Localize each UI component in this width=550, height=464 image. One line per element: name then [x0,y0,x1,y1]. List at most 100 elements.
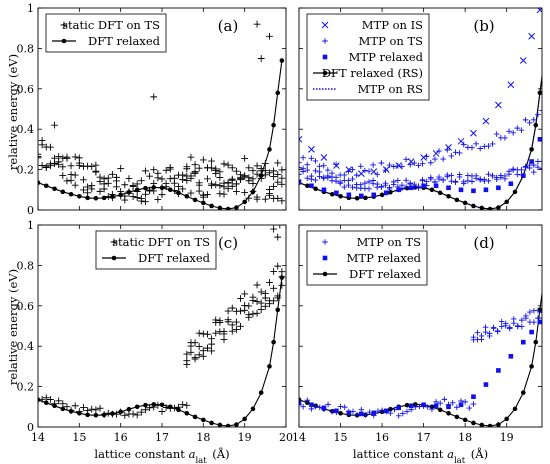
series-mtp-on-ts-point [482,324,489,331]
series-static-dft-on-ts-point [71,171,79,179]
legend-mtp-on-ts-text: MTP on TS [359,34,423,48]
series-static-dft-on-ts-point [104,179,112,187]
series-mtp-relaxed-point [359,193,364,199]
series-mtp-on-ts-point [485,178,492,184]
series-static-dft-on-ts-point [88,182,96,189]
series-dft-relaxed-rs--point [454,197,460,203]
series-static-dft-on-ts-point [224,307,232,315]
series-mtp-on-ts-point [530,169,537,175]
series-static-dft-on-ts-point [71,402,79,410]
series-mtp-on-ts-point [539,309,542,316]
series-dft-relaxed-point [496,422,501,427]
series-mtp-on-ts-point [341,404,348,410]
series-mtp-on-ts-point [454,404,460,411]
series-dft-relaxed-point [192,414,198,420]
legend-mtp-relaxed-text: MTP relaxed [349,50,424,64]
series-mtp-on-is-point [382,166,390,173]
series-static-dft-on-ts-point [67,162,75,170]
series-mtp-on-ts-point [527,309,533,315]
series-dft-relaxed-rs--point [533,122,539,128]
series-static-dft-on-ts-point [212,167,220,174]
series-mtp-on-ts-point [329,408,336,415]
series-static-dft-on-ts-point [245,194,253,202]
series-mtp-on-ts-point [506,128,512,135]
series-mtp-on-ts-point [518,127,525,133]
series-mtp-relaxed-point [521,339,526,345]
series-static-dft-on-ts-point [195,343,203,350]
series-static-dft-on-ts-point [233,188,240,195]
series-mtp-on-ts-point [522,163,529,170]
legend-mtp-on-rs-text: MTP on RS [358,82,423,96]
series-static-dft-on-ts-point [129,193,137,200]
series-mtp-on-is-point [407,158,415,165]
panel-label: (d) [473,234,494,252]
series-mtp-relaxed-point [521,173,526,178]
series-static-dft-on-ts-point [228,164,236,172]
series-mtp-on-ts-point [465,178,471,184]
series-mtp-on-is-point [299,135,303,143]
series-mtp-on-ts-point [390,163,397,170]
series-mtp-on-ts-point [452,178,459,185]
series-mtp-on-ts-point [424,404,431,410]
series-static-dft-on-ts-point [216,317,224,325]
series-static-dft-on-ts-point [195,187,203,195]
series-dft-relaxed-point [217,422,223,427]
series-dft-relaxed-point [271,122,276,128]
series-static-dft-on-ts-point [216,190,224,198]
x-axis-label-post: (Å) [209,447,230,461]
series-mtp-on-ts-point [473,173,479,179]
series-static-dft-on-ts-point [195,181,203,189]
series-dft-relaxed-point [471,420,476,426]
series-static-dft-on-ts-point [199,347,207,355]
series-dft-relaxed-point [43,400,49,406]
series-mtp-relaxed-point [299,179,302,185]
x-axis-label-sub: lat [454,456,466,464]
x-tick-label: 18 [196,431,210,444]
series-static-dft-on-ts-point [150,93,158,101]
series-dft-relaxed-point [52,186,57,192]
series-mtp-on-ts-point [427,159,434,166]
series-static-dft-on-ts-point [276,225,284,229]
series-static-dft-on-ts-point [191,355,199,363]
series-mtp-on-ts-point [386,162,393,168]
series-static-dft-on-ts-point [278,281,286,289]
series-static-dft-on-ts-point [241,189,249,196]
series-mtp-on-ts-point [357,163,364,170]
plot-area [299,276,542,427]
series-static-dft-on-ts-point [75,154,83,162]
series-mtp-on-ts-point [350,408,356,415]
series-static-dft-on-ts-point [224,179,232,187]
series-mtp-on-ts-point [535,164,541,171]
series-static-dft-on-ts-point [38,395,46,403]
series-static-dft-on-ts-point [249,187,257,195]
panel-0: 0 0.2 0.4 0.6 0.8 1 (a) static DFT on TS DFT rel… [17,2,287,217]
series-mtp-on-ts-point [437,400,444,406]
series-static-dft-on-ts-point [224,318,232,326]
series-dft-relaxed-line [38,277,283,427]
series-mtp-on-ts-point [535,111,541,118]
series-dft-relaxed-point [242,416,247,422]
series-mtp-on-ts-point [374,171,381,178]
series-static-dft-on-ts-point [270,297,277,305]
series-dft-relaxed-point [209,203,214,209]
y-tick-label: 0 [27,204,34,217]
series-mtp-relaxed-point [396,187,401,193]
series-mtp-on-ts-point [470,401,477,407]
series-static-dft-on-ts-point [270,173,277,180]
series-static-dft-on-ts-point [266,32,273,40]
series-static-dft-on-ts-point [253,298,261,305]
series-static-dft-on-ts-point [171,187,178,194]
x-tick-label: 14 [31,431,45,444]
series-mtp-on-ts-point [419,160,426,167]
series-static-dft-on-ts-point [237,307,244,315]
series-dft-relaxed-point [159,402,165,408]
series-static-dft-on-ts-point [162,166,170,174]
series-dft-relaxed-point [126,406,132,412]
x-axis-label-sub: lat [195,456,207,464]
series-static-dft-on-ts-point [183,165,191,173]
series-mtp-on-ts-point [490,325,497,332]
series-static-dft-on-ts-point [121,196,129,204]
series-mtp-on-ts-point [415,162,422,169]
series-dft-relaxed-point [250,406,256,412]
axes-frame [298,7,543,211]
